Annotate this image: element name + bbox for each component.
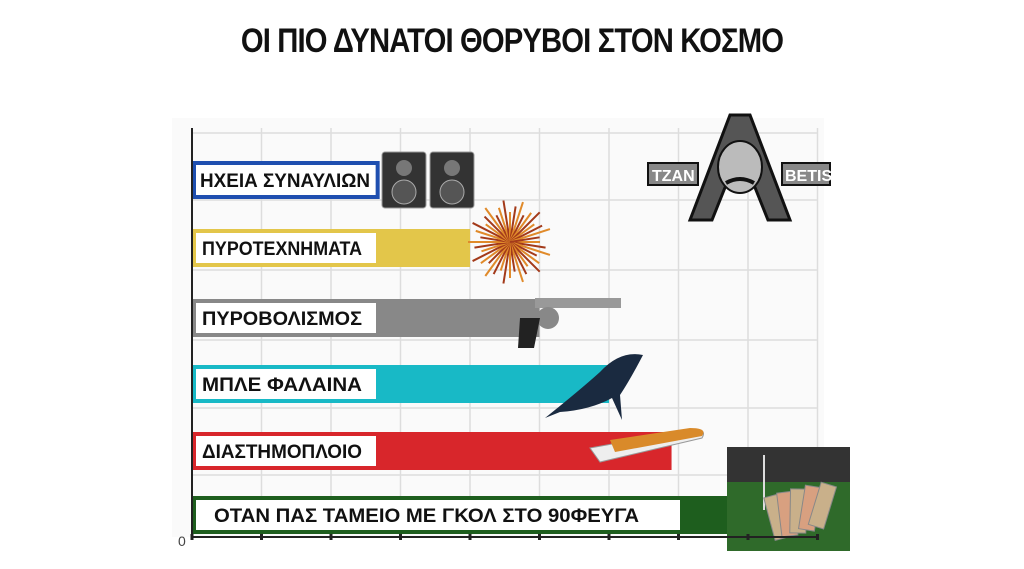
x-tick-label: 0: [178, 533, 186, 549]
tzan-betis-logo: TZAN BETIS: [647, 113, 832, 222]
spark: [509, 241, 551, 256]
bar-label: ΠΥΡΟΤΕΧΝΗΜΑΤΑ: [202, 239, 362, 260]
cylinder: [537, 307, 559, 329]
bar-label: ΜΠΛΕ ΦΑΛΑΙΝΑ: [202, 375, 362, 396]
bar-label-box: [196, 436, 376, 466]
chart-title: ΟΙ ΠΙΟ ΔΥΝΑΤΟΙ ΘΟΡΥΒΟΙ ΣΤΟΝ ΚΟΣΜΟ: [240, 22, 784, 60]
spark: [509, 211, 541, 243]
spark: [509, 201, 524, 243]
woofer: [439, 179, 465, 205]
grip: [518, 318, 540, 348]
spark: [509, 241, 524, 283]
woofer: [391, 179, 417, 205]
svg-text:BETIS: BETIS: [785, 168, 832, 185]
speakers-icon: [381, 151, 475, 209]
axes: [190, 128, 819, 540]
fireworks-icon: [468, 200, 551, 284]
bar-label-box: [196, 233, 376, 263]
banknote: [807, 481, 838, 530]
bar-label-box: [196, 500, 680, 530]
bars: ΗΧΕΙΑ ΣΥΝΑΥΛΙΩΝ ΠΥΡΟΤΕΧΝΗΜΑΤΑ ΠΥΡΟΒΟΛΙΣΜΟΣ…: [192, 151, 850, 551]
tweeter: [444, 160, 460, 176]
spark: [509, 236, 540, 243]
barrel: [535, 298, 621, 308]
tank: [610, 428, 704, 452]
svg-text:TZAN: TZAN: [652, 168, 695, 185]
spark: [472, 222, 511, 243]
spark: [509, 241, 541, 273]
bar-label: ΗΧΕΙΑ ΣΥΝΑΥΛΙΩΝ: [200, 171, 370, 192]
bar-label: ΔΙΑΣΤΗΜΟΠΛΟΙΟ: [202, 442, 362, 463]
spark: [509, 228, 551, 243]
money-stadium-icon: [727, 447, 850, 551]
whale: [545, 354, 643, 420]
spark: [502, 241, 511, 284]
bar: [192, 161, 380, 199]
bar-label-box: [196, 369, 376, 399]
spark: [484, 207, 511, 243]
stands: [727, 447, 850, 482]
tweeter: [396, 160, 412, 176]
whale-icon: [545, 354, 643, 420]
spark: [472, 241, 511, 262]
bar-label-box: [196, 303, 376, 333]
bar-label: ΠΥΡΟΒΟΛΙΣΜΟΣ: [202, 309, 362, 330]
bar-label: ΟΤΑΝ ΠΑΣ ΤΑΜΕΙΟ ΜΕ ΓΚΟΛ ΣΤΟ 90ΦΕΥΓΑ: [214, 506, 639, 527]
spark: [484, 241, 511, 277]
revolver-icon: [518, 298, 621, 348]
spark: [502, 200, 511, 243]
space-shuttle-icon: [589, 428, 704, 463]
